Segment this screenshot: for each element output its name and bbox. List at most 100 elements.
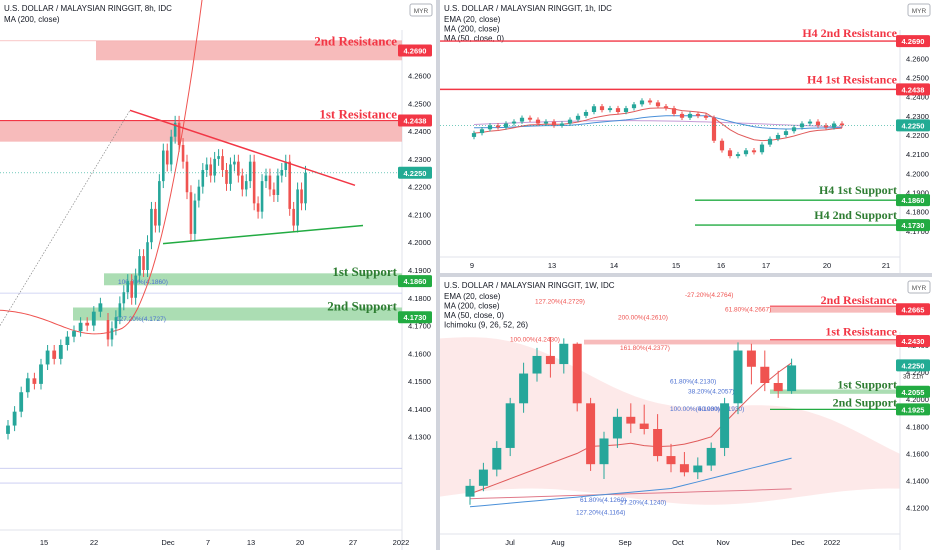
candle xyxy=(72,331,76,337)
fib-label: 200.00%(4.2610) xyxy=(618,315,668,322)
indicator-label: MA (50, close, 0) xyxy=(444,34,504,43)
y-tick-label: 4.1800 xyxy=(906,208,929,217)
indicator-label: MA (200, close) xyxy=(444,302,500,311)
fib-label: 61.80%(4.2130) xyxy=(670,378,716,385)
candle xyxy=(532,355,542,374)
price-tag-support-1-bg xyxy=(896,385,930,398)
candle xyxy=(623,108,629,112)
y-tick-label: 4.2300 xyxy=(906,112,929,121)
x-tick-label: 17 xyxy=(762,261,770,270)
candle xyxy=(543,121,549,124)
chart-title: U.S. DOLLAR / MALAYSIAN RINGGIT, 8h, IDC xyxy=(4,4,172,13)
price-tag-resistance-2: 4.2665 xyxy=(896,303,930,316)
fib-label: 127.20%(4.2729) xyxy=(535,299,585,306)
x-tick-label: 20 xyxy=(296,538,304,547)
candle xyxy=(567,119,573,124)
fib-label: 161.80%(4.2377) xyxy=(620,345,670,352)
candle xyxy=(244,181,248,190)
candle xyxy=(720,403,730,448)
candle xyxy=(197,186,201,201)
candle xyxy=(465,485,475,497)
candle xyxy=(706,447,716,466)
candle xyxy=(693,465,703,473)
fib-label: 61.80%(4.1260) xyxy=(580,497,626,504)
candle xyxy=(639,423,649,429)
triangle-upper-trendline[interactable] xyxy=(129,109,356,186)
candle xyxy=(760,366,770,383)
candle xyxy=(165,150,169,165)
candle xyxy=(272,189,276,195)
chart-panel-1h[interactable]: U.S. DOLLAR / MALAYSIAN RINGGIT, 1h, IDC… xyxy=(440,0,932,273)
resistance-zone-2 xyxy=(770,306,900,313)
y-tick-label: 4.1900 xyxy=(408,266,431,275)
candle xyxy=(169,136,173,165)
candle xyxy=(181,145,185,162)
y-tick-label: 4.2600 xyxy=(408,72,431,81)
triangle-lower-trendline[interactable] xyxy=(162,224,364,245)
zone-label-1st-support: 1st Support xyxy=(837,377,897,391)
candle xyxy=(52,350,57,359)
chart-panel-1w[interactable]: U.S. DOLLAR / MALAYSIAN RINGGIT, 1W, IDC… xyxy=(440,277,932,550)
y-tick-label: 4.1700 xyxy=(408,322,431,331)
panel-divider-vertical[interactable] xyxy=(436,0,440,550)
last-price-tag-bg xyxy=(896,119,930,132)
y-tick-label: 4.1800 xyxy=(906,422,929,431)
candle xyxy=(225,170,228,184)
candle xyxy=(213,158,216,176)
candle xyxy=(839,123,845,126)
candle xyxy=(559,123,565,126)
indicator-label: Ichimoku (9, 26, 52, 26) xyxy=(444,321,528,330)
price-tag-h4-resistance-2-text: 4.2690 xyxy=(902,37,925,46)
price-tag-resistance-2-text: 4.2665 xyxy=(902,305,925,314)
panel-divider-horizontal[interactable] xyxy=(440,273,932,277)
candle xyxy=(535,119,541,124)
x-tick-label: 9 xyxy=(470,261,474,270)
candle xyxy=(268,175,272,190)
candle xyxy=(679,464,689,473)
y-tick-label: 4.1200 xyxy=(906,503,929,512)
candle xyxy=(823,125,829,128)
candle xyxy=(599,106,605,111)
currency-button[interactable] xyxy=(907,280,931,294)
price-tag-resistance-1: 4.2430 xyxy=(896,335,930,348)
resistance-zone-2 xyxy=(96,40,402,61)
candle xyxy=(162,150,165,182)
candle xyxy=(791,127,797,132)
candle xyxy=(19,392,24,412)
currency-button[interactable] xyxy=(907,3,931,17)
candle xyxy=(12,411,17,426)
price-tag-resistance-2: 4.2690 xyxy=(398,44,432,57)
currency-button[interactable] xyxy=(409,3,433,17)
candle xyxy=(146,242,149,270)
candle xyxy=(264,175,268,182)
price-tag-h4-support-1-text: 4.1860 xyxy=(902,196,925,205)
candle xyxy=(177,122,181,145)
indicator-label: MA (200, close) xyxy=(444,25,500,34)
y-tick-label: 4.1900 xyxy=(906,189,929,198)
last-price-tag-text: 4.2250 xyxy=(902,121,925,130)
y-tick-label: 4.1400 xyxy=(906,476,929,485)
candle xyxy=(783,131,789,135)
candle xyxy=(695,113,701,116)
chart-panel-8h[interactable]: U.S. DOLLAR / MALAYSIAN RINGGIT, 8h, IDC… xyxy=(0,0,436,550)
candle xyxy=(607,108,613,111)
candle xyxy=(173,122,177,137)
support-zone-1 xyxy=(770,389,900,394)
candle xyxy=(666,456,676,465)
candle xyxy=(154,208,157,226)
price-tag-support-1: 4.2055 xyxy=(896,385,930,398)
price-tag-resistance-1-bg xyxy=(398,114,432,127)
candle xyxy=(831,123,837,128)
chart-1h-canvas: U.S. DOLLAR / MALAYSIAN RINGGIT, 1h, IDC… xyxy=(440,3,931,273)
candle xyxy=(118,303,122,318)
chart-title: U.S. DOLLAR / MALAYSIAN RINGGIT, 1h, IDC xyxy=(444,4,612,13)
y-tick-label: 4.2100 xyxy=(408,210,431,219)
last-price-tag-text: 4.2250 xyxy=(902,361,925,370)
zone-label-2nd-resistance: 2nd Resistance xyxy=(314,34,397,49)
candle xyxy=(280,170,284,176)
candle xyxy=(586,403,596,465)
candle xyxy=(703,115,709,118)
candle xyxy=(106,320,110,340)
y-tick-label: 4.1300 xyxy=(408,433,431,442)
zone-label-2nd-support: 2nd Support xyxy=(833,395,897,409)
